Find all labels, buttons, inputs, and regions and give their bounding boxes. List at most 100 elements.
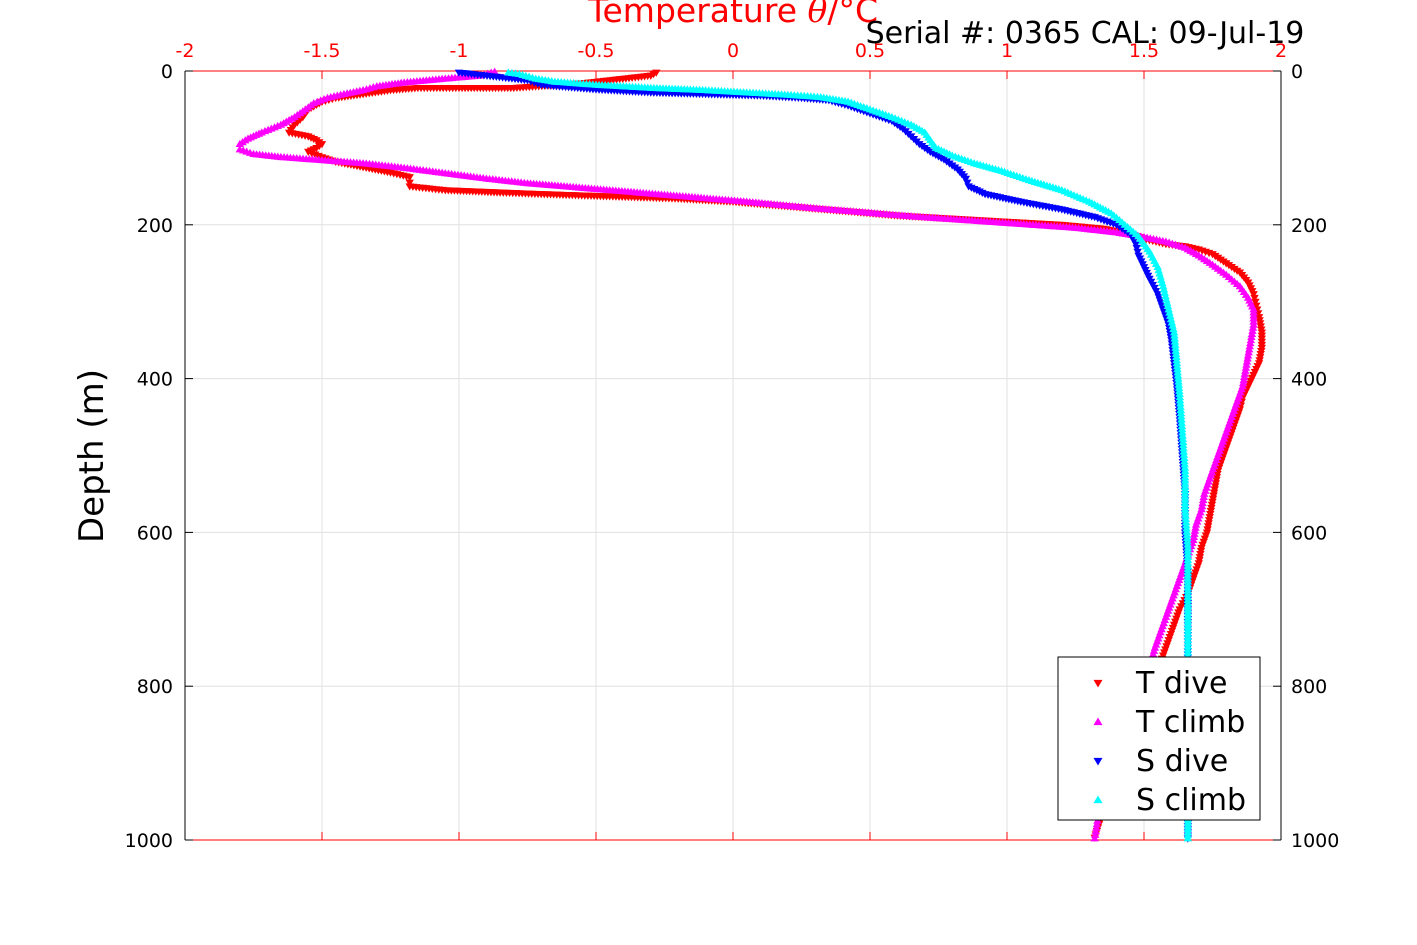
data-point [1167,318,1176,326]
y-tick-label-right: 0 [1291,61,1303,83]
data-point [1182,530,1192,538]
chart-title: Temperature θ/°C [587,0,878,30]
data-point [1240,369,1250,377]
data-point [1162,295,1171,303]
data-point [1248,323,1258,331]
data-point [1178,437,1188,445]
data-point [1177,415,1186,423]
data-point [1197,502,1207,510]
serial-cal-annotation: Serial #: 0365 CAL: 09-Jul-19 [866,16,1305,51]
data-point [1180,463,1190,471]
data-point [1179,450,1189,458]
data-point [1251,298,1260,306]
data-point [1181,517,1191,526]
data-point [1180,505,1190,513]
data-point [1241,366,1250,374]
y-tick-label-left: 0 [161,61,173,83]
data-point [1177,418,1186,426]
data-point [1179,447,1188,455]
data-point [1166,311,1175,319]
data-point [1177,412,1186,420]
data-point [1176,409,1186,417]
data-point [1182,521,1191,529]
data-point [1092,820,1102,828]
legend-marker [1093,679,1103,688]
data-point [1243,351,1253,359]
y-tick-label-left: 200 [137,215,173,237]
data-point [1242,360,1251,368]
x-axis: -2 -1.5 -1 -0.5 0 0.5 1 1.5 2 [176,40,1287,841]
data-point [1164,305,1173,313]
legend-label: T dive [1135,666,1227,701]
data-point [1183,834,1193,842]
data-point [1190,526,1200,534]
data-point [1247,329,1257,337]
data-point [1179,441,1188,449]
data-point [1238,379,1248,387]
data-point [1158,282,1168,290]
x-tick-label: 0 [727,40,739,62]
y-tick-label-left: 600 [137,522,173,544]
data-point [1178,434,1188,442]
data-point [1092,823,1101,831]
y-tick-label-left: 400 [137,369,173,391]
legend-marker [1093,795,1103,804]
data-point [1091,827,1100,835]
data-point [1131,241,1140,249]
data-point [1240,372,1249,381]
data-point [1245,342,1254,350]
x-tick-label: -2 [176,40,195,62]
data-point [1166,315,1176,323]
data-point [235,139,244,147]
data-point [1176,405,1185,413]
data-point [1250,294,1259,303]
data-point [1132,244,1141,253]
data-point [1169,324,1178,333]
legend-label: S dive [1136,744,1228,779]
data-point [1180,457,1189,465]
data-point [1090,834,1099,842]
y-axis: 0 0 200 200 400 400 600 600 800 800 1000 1000 [125,61,1340,852]
data-point [1175,389,1184,397]
data-point [1181,514,1190,522]
data-point [1180,460,1189,468]
data-point [1176,399,1185,407]
data-point [1244,348,1253,356]
y-tick-label-right: 1000 [1291,830,1339,852]
data-point [1198,498,1207,507]
data-point [1182,527,1191,535]
data-point [1243,354,1252,362]
data-point [1181,508,1190,516]
y-tick-label-left: 800 [137,676,173,698]
y-tick-label-right: 400 [1291,369,1327,391]
data-point [1249,320,1258,328]
data-point [1200,489,1209,497]
data-point [1248,326,1257,334]
data-point [961,175,971,183]
x-tick-label: 2 [1275,40,1287,62]
legend-label: T climb [1135,705,1245,740]
y-tick-label-right: 600 [1291,522,1327,544]
data-point [963,179,972,187]
data-point [1178,428,1187,436]
data-point [1159,285,1169,293]
x-tick-label: 0.5 [855,40,885,62]
legend: T dive T climb S dive S climb [1057,656,1261,821]
data-point [1245,345,1254,353]
data-point [1165,308,1174,316]
data-point [1246,335,1256,344]
x-tick-label: -0.5 [577,40,614,62]
x-tick-label: 1 [1001,40,1013,62]
data-point [1246,339,1255,347]
data-point [1163,301,1173,310]
data-point [1175,396,1185,404]
legend-marker [1093,757,1103,766]
x-tick-label: 1.5 [1129,40,1159,62]
series-markers [235,67,1267,843]
data-point [1178,431,1187,439]
data-point [1241,363,1251,371]
data-point [1161,292,1170,300]
data-point [1179,444,1188,452]
data-point [1191,523,1200,531]
